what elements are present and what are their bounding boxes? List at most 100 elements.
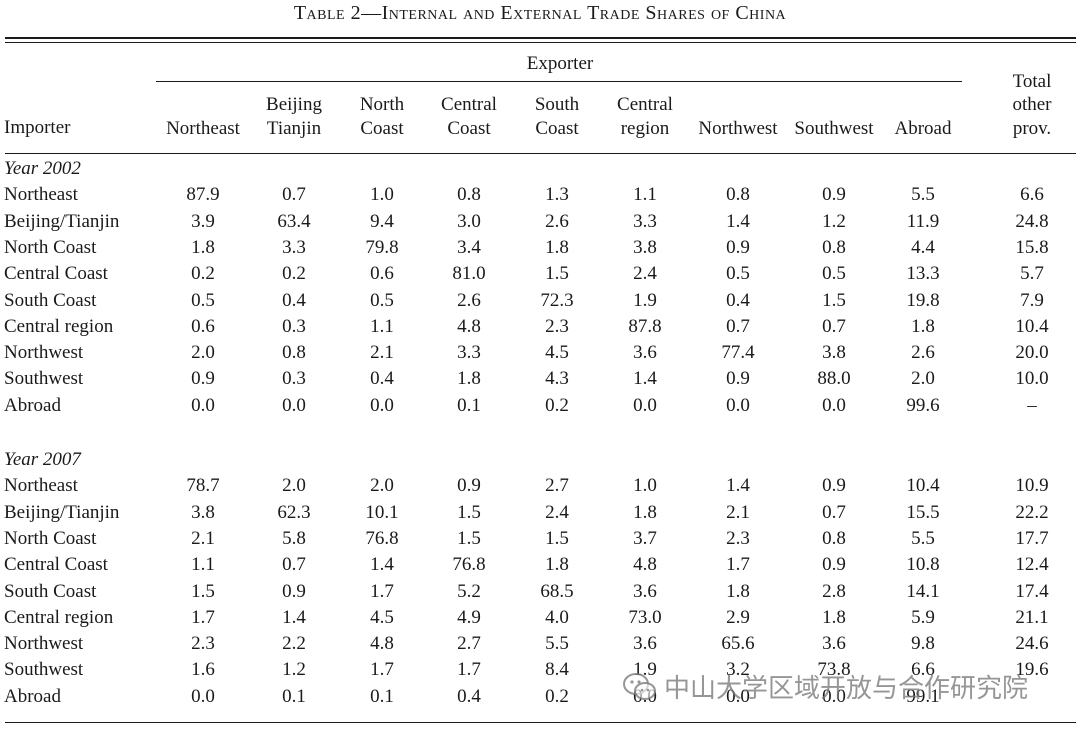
- table-cell: 0.9: [822, 554, 846, 576]
- table-cell: 1.8: [633, 501, 657, 523]
- table-cell: 4.8: [370, 633, 394, 655]
- table-cell: 99.1: [906, 685, 940, 707]
- table-cell: 1.7: [370, 659, 394, 681]
- column-header: Central: [617, 94, 673, 115]
- table-cell: 2.3: [191, 633, 215, 655]
- watermark: 中山大学区域开放与合作研究院: [622, 668, 1028, 705]
- top-rule-thick: [5, 37, 1076, 39]
- column-header: Northeast: [166, 117, 240, 139]
- table-cell: 87.8: [628, 315, 662, 337]
- table-cell: 4.0: [545, 606, 569, 628]
- column-header: Coast: [535, 117, 579, 139]
- table-cell: 2.1: [726, 501, 750, 523]
- importer-header: Importer: [4, 117, 71, 138]
- table-cell: 3.0: [457, 210, 481, 232]
- table-cell: 4.5: [370, 606, 394, 628]
- table-cell: 63.4: [277, 210, 311, 232]
- table-cell: 2.4: [545, 501, 569, 523]
- table-cell: 0.8: [282, 342, 306, 364]
- exporter-rule: [156, 81, 962, 82]
- table-cell: 4.4: [911, 236, 935, 258]
- table-cell: 6.6: [1020, 184, 1044, 206]
- column-header: Tianjin: [266, 117, 322, 139]
- table-cell: 2.8: [822, 580, 846, 602]
- table-cell: 3.8: [191, 501, 215, 523]
- column-header: Southwest: [794, 117, 874, 139]
- table-cell: 88.0: [817, 368, 851, 390]
- table-cell: 5.5: [911, 184, 935, 206]
- column-header: other: [1012, 94, 1052, 115]
- table-cell: 0.0: [726, 685, 750, 707]
- table-cell: 0.2: [282, 263, 306, 285]
- table-cell: 15.5: [906, 501, 940, 523]
- table-cell: 1.4: [633, 368, 657, 390]
- table-cell: 0.0: [822, 394, 846, 416]
- table-cell: 0.0: [633, 394, 657, 416]
- table-cell: 0.2: [545, 394, 569, 416]
- table-cell: 0.6: [191, 315, 215, 337]
- table-cell: 1.5: [545, 527, 569, 549]
- table-cell: 7.9: [1020, 289, 1044, 311]
- row-label: Northeast: [4, 475, 78, 497]
- table-cell: 0.9: [191, 368, 215, 390]
- row-label: South Coast: [4, 580, 97, 602]
- table-cell: 3.9: [191, 210, 215, 232]
- exporter-header: Exporter: [526, 53, 594, 74]
- column-header: Northwest: [698, 117, 778, 139]
- table-cell: 2.3: [726, 527, 750, 549]
- row-label: Abroad: [4, 394, 61, 416]
- table-cell: 0.7: [822, 501, 846, 523]
- table-cell: 5.5: [545, 633, 569, 655]
- table-cell: 11.9: [906, 210, 940, 232]
- table-cell: 5.9: [911, 606, 935, 628]
- wechat-icon: [623, 672, 656, 700]
- table-cell: 0.9: [457, 475, 481, 497]
- table-cell: 24.6: [1015, 633, 1049, 655]
- row-label: Beijing/Tianjin: [4, 210, 120, 232]
- table-cell: 1.9: [633, 289, 657, 311]
- table-cell: 17.4: [1015, 580, 1049, 602]
- table-cell: 77.4: [721, 342, 755, 364]
- table-cell: 2.9: [726, 606, 750, 628]
- table-cell: 2.7: [545, 475, 569, 497]
- table-cell: 0.8: [822, 236, 846, 258]
- table-cell: 1.0: [370, 184, 394, 206]
- row-label: Central Coast: [4, 263, 108, 285]
- header-rule: [5, 153, 1076, 154]
- column-header: Central: [441, 94, 497, 115]
- row-label: North Coast: [4, 527, 97, 549]
- table-cell: 1.8: [545, 236, 569, 258]
- table-cell: 0.0: [191, 394, 215, 416]
- table-cell: 1.7: [370, 580, 394, 602]
- table-cell: 2.0: [911, 368, 935, 390]
- table-cell: 76.8: [365, 527, 399, 549]
- table-cell: 5.7: [1020, 263, 1044, 285]
- table-cell: 10.1: [365, 501, 399, 523]
- table-cell: 1.5: [457, 527, 481, 549]
- table-cell: 5.8: [282, 527, 306, 549]
- table-cell: 0.5: [822, 263, 846, 285]
- table-cell: 0.7: [822, 315, 846, 337]
- table-cell: 1.5: [191, 580, 215, 602]
- table-cell: 1.1: [191, 554, 215, 576]
- table-cell: 1.7: [457, 659, 481, 681]
- table-cell: 3.3: [457, 342, 481, 364]
- column-header: region: [620, 117, 670, 139]
- table-cell: 1.7: [726, 554, 750, 576]
- table-cell: 14.1: [906, 580, 940, 602]
- table-cell: 76.8: [452, 554, 486, 576]
- row-label: North Coast: [4, 236, 97, 258]
- row-label: Northeast: [4, 184, 78, 206]
- table-cell: 87.9: [186, 184, 220, 206]
- table-cell: 3.6: [633, 633, 657, 655]
- table-cell: 1.5: [545, 263, 569, 285]
- table-cell: 19.8: [906, 289, 940, 311]
- table-cell: 0.8: [822, 527, 846, 549]
- table-cell: 0.7: [282, 554, 306, 576]
- table-cell: 10.4: [906, 475, 940, 497]
- table-cell: 3.4: [457, 236, 481, 258]
- table-cell: 1.8: [726, 580, 750, 602]
- table-cell: 19.6: [1015, 659, 1049, 681]
- table-cell: 0.1: [282, 685, 306, 707]
- table-cell: 22.2: [1015, 501, 1049, 523]
